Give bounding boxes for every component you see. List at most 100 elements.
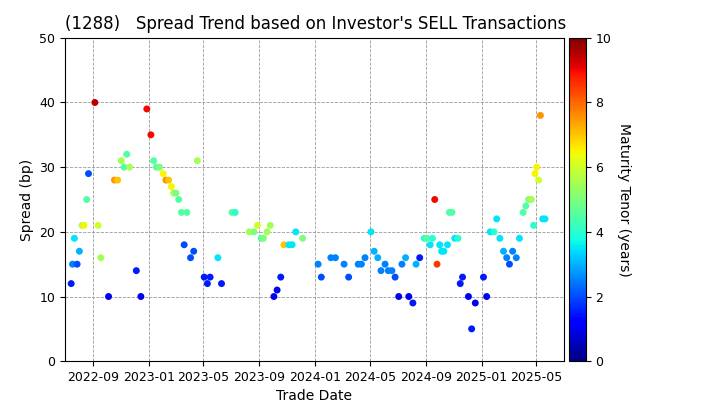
Point [513, 235, 525, 242]
Point [382, 267, 394, 274]
Point [393, 293, 405, 300]
Point [410, 261, 422, 268]
Point [501, 255, 513, 261]
Point [312, 261, 324, 268]
Point [141, 105, 153, 112]
Point [192, 158, 203, 164]
Point [449, 235, 461, 242]
Point [452, 235, 464, 242]
Point [531, 164, 543, 171]
Point [226, 209, 238, 216]
Point [485, 228, 496, 235]
Point [199, 274, 210, 281]
Point [278, 241, 289, 248]
Point [216, 280, 228, 287]
Point [400, 255, 411, 261]
Point [158, 170, 169, 177]
Point [73, 248, 85, 255]
Point [498, 248, 509, 255]
Point [469, 299, 481, 306]
Point [170, 190, 181, 197]
Point [283, 241, 294, 248]
Point [386, 267, 397, 274]
Point [375, 267, 387, 274]
Point [438, 248, 449, 255]
Point [109, 177, 120, 184]
Point [271, 287, 283, 294]
Point [379, 261, 391, 268]
Point [356, 261, 367, 268]
Point [256, 235, 267, 242]
Point [78, 222, 90, 229]
Point [166, 183, 177, 190]
Point [436, 248, 447, 255]
Point [290, 228, 302, 235]
Point [507, 248, 518, 255]
X-axis label: Trade Date: Trade Date [276, 389, 353, 404]
Point [421, 235, 433, 242]
Point [181, 209, 193, 216]
Point [103, 293, 114, 300]
Point [92, 222, 104, 229]
Point [359, 255, 371, 261]
Point [494, 235, 505, 242]
Point [67, 261, 78, 268]
Point [81, 196, 92, 203]
Point [533, 177, 544, 184]
Point [66, 280, 77, 287]
Point [315, 274, 327, 281]
Point [343, 274, 354, 281]
Point [535, 112, 546, 119]
Point [160, 177, 171, 184]
Point [297, 235, 308, 242]
Y-axis label: Maturity Tenor (years): Maturity Tenor (years) [616, 123, 631, 276]
Point [529, 170, 541, 177]
Point [365, 228, 377, 235]
Point [454, 280, 466, 287]
Point [252, 222, 264, 229]
Point [352, 261, 364, 268]
Point [446, 209, 458, 216]
Point [429, 196, 441, 203]
Point [68, 235, 80, 242]
Point [173, 196, 184, 203]
Point [403, 293, 415, 300]
Point [118, 164, 130, 171]
Point [488, 228, 500, 235]
Point [456, 274, 468, 281]
Point [478, 274, 490, 281]
Point [414, 255, 426, 261]
Point [121, 151, 132, 158]
Y-axis label: Spread (bp): Spread (bp) [19, 158, 34, 241]
Point [124, 164, 135, 171]
Text: (1288)   Spread Trend based on Investor's SELL Transactions: (1288) Spread Trend based on Investor's … [65, 16, 566, 34]
Point [330, 255, 341, 261]
Point [176, 209, 187, 216]
Point [264, 222, 276, 229]
Point [325, 255, 337, 261]
Point [390, 274, 401, 281]
Point [83, 170, 94, 177]
Point [431, 261, 443, 268]
Point [76, 222, 88, 229]
Point [258, 235, 269, 242]
Point [287, 241, 298, 248]
Point [168, 190, 179, 197]
Point [130, 267, 142, 274]
Point [491, 215, 503, 222]
Point [407, 299, 418, 306]
Point [434, 241, 446, 248]
Point [424, 241, 436, 248]
Point [154, 164, 166, 171]
Point [163, 177, 174, 184]
Point [504, 261, 516, 268]
Point [442, 241, 454, 248]
Point [275, 274, 287, 281]
Point [520, 202, 531, 209]
Point [202, 280, 213, 287]
Point [212, 255, 224, 261]
Point [396, 261, 408, 268]
Point [150, 164, 162, 171]
Point [135, 293, 147, 300]
Point [115, 158, 127, 164]
